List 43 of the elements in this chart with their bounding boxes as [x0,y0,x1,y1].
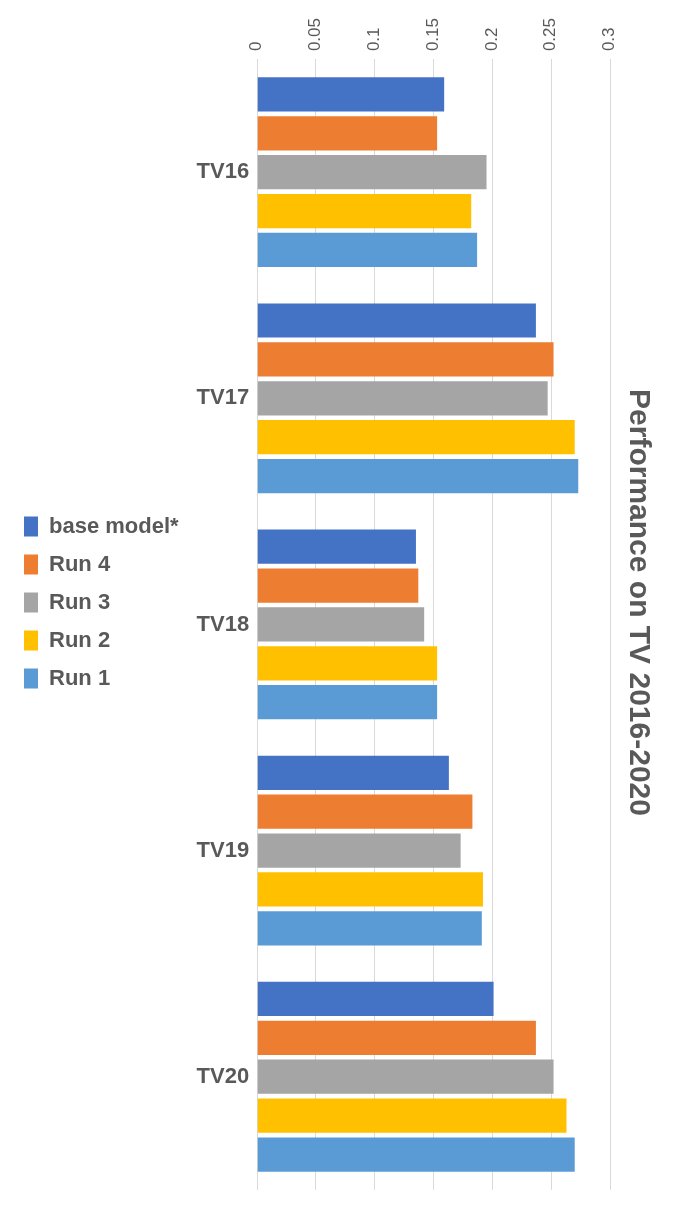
bar [257,193,472,229]
y-tick-label: TV19 [196,836,250,862]
bar [257,381,548,416]
x-tick-label: 0.2 [481,27,501,52]
bar [257,646,438,681]
bar [257,458,579,494]
bar [257,342,554,377]
bar [257,529,416,564]
legend-label: Run 1 [49,664,111,690]
bar [257,833,461,868]
legend-label: Run 4 [49,550,111,576]
legend-label: Run 3 [49,588,111,614]
bar [257,794,473,829]
legend-label: Run 2 [49,626,111,652]
y-tick-label: TV17 [196,384,250,410]
bar [257,872,483,907]
bar [257,607,425,642]
bar [257,981,494,1017]
bar [257,1098,567,1133]
y-tick-label: TV18 [196,610,250,636]
bar [257,155,487,190]
y-tick-label: TV20 [196,1062,250,1088]
bar [257,77,445,112]
legend-label: base model* [49,512,180,538]
bar [257,420,575,455]
text: Performance on TV 2016-2020 [623,389,657,816]
x-tick-label: 0.05 [305,17,325,52]
y-tick-label: TV16 [196,158,250,184]
bar [257,303,536,338]
x-tick-label: 0 [246,41,266,52]
x-tick-label: 0.3 [599,27,619,52]
bar [257,232,478,268]
bar [257,1059,554,1094]
bar [257,1137,575,1172]
bar [257,911,482,946]
x-tick-label: 0.25 [540,17,560,52]
x-tick-label: 0.1 [364,27,384,52]
x-tick-label: 0.15 [422,17,442,52]
bar [257,755,449,790]
bar [257,685,438,720]
bar [257,1020,536,1055]
bar [257,116,438,151]
bar [257,568,419,603]
